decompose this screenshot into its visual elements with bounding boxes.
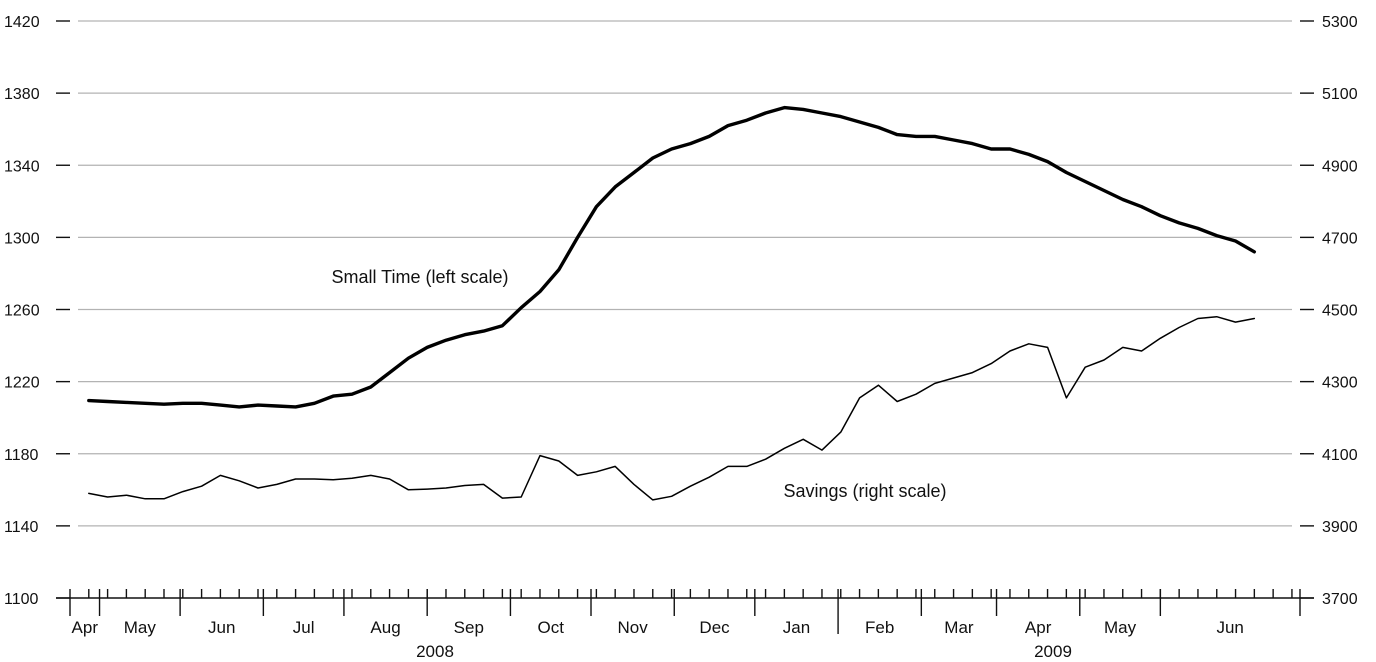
right-tick-label: 3700: [1322, 591, 1358, 608]
left-tick-label: 1140: [4, 519, 39, 536]
x-month-label: Aug: [370, 618, 400, 637]
x-month-label: Jun: [208, 618, 235, 637]
x-month-label: Oct: [537, 618, 564, 637]
right-tick-label: 4500: [1322, 303, 1358, 320]
left-tick-label: 1100: [4, 591, 39, 608]
left-tick-label: 1180: [4, 447, 39, 464]
savings-annotation: Savings (right scale): [783, 481, 946, 501]
small-time-line: [87, 105, 1257, 409]
x-month-label: May: [1104, 618, 1137, 637]
right-tick-label: 4300: [1322, 375, 1358, 392]
right-tick-label: 5300: [1322, 14, 1358, 31]
x-month-label: Jun: [1216, 618, 1243, 637]
x-month-label: Jul: [293, 618, 315, 637]
x-axis: Apr May Jun Jul Aug Sep Oct Nov Dec Jan Feb Mar Apr M…: [56, 589, 1314, 661]
left-tick-label: 1380: [4, 86, 40, 103]
right-tick-label: 4900: [1322, 158, 1358, 175]
left-tick-label: 1420: [4, 14, 40, 31]
right-axis: 3700 3900 4100 4300 4500 4700 4900 5100 5300: [1300, 14, 1358, 608]
left-axis: 1100 1140 1180 1220 1260 1300 1340 1380 1420: [4, 14, 70, 608]
right-tick-label: 4700: [1322, 230, 1358, 247]
x-month-label: Mar: [944, 618, 974, 637]
left-tick-label: 1220: [4, 375, 40, 392]
left-tick-label: 1260: [4, 303, 40, 320]
series-lines: [87, 105, 1257, 501]
right-tick-label: 3900: [1322, 519, 1358, 536]
right-tick-label: 4100: [1322, 447, 1358, 464]
left-tick-label: 1300: [4, 230, 40, 247]
gridlines: [78, 20, 1292, 527]
right-tick-label: 5100: [1322, 86, 1358, 103]
x-month-label: Feb: [865, 618, 894, 637]
x-year-label: 2008: [416, 642, 454, 661]
x-month-label: Apr: [72, 618, 99, 637]
x-month-label: May: [124, 618, 157, 637]
x-month-label: Dec: [699, 618, 730, 637]
x-month-label: Jan: [783, 618, 810, 637]
x-month-label: Apr: [1025, 618, 1052, 637]
left-tick-label: 1340: [4, 158, 40, 175]
x-month-label: Nov: [618, 618, 649, 637]
small-time-annotation: Small Time (left scale): [331, 267, 508, 287]
savings-line: [88, 315, 1256, 501]
x-month-label: Sep: [454, 618, 484, 637]
x-year-label: 2009: [1034, 642, 1072, 661]
